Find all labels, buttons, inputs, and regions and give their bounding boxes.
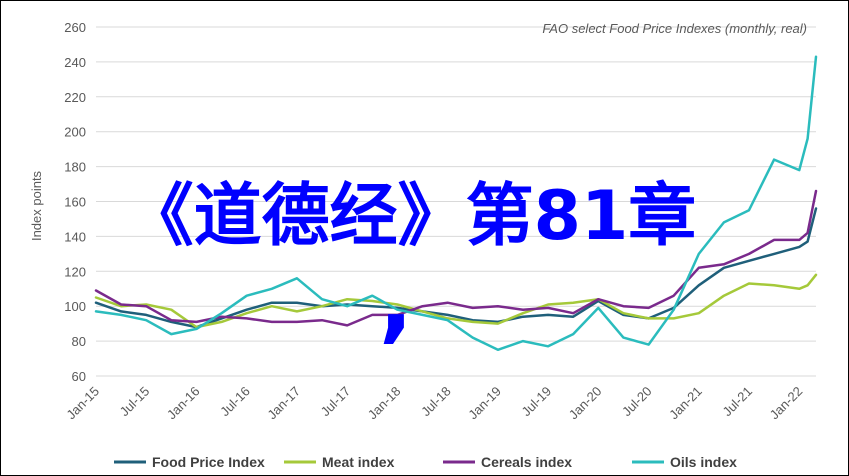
x-axis-ticks: Jan-15 Jul-15 Jan-16 Jul-16 Jan-17 Jul-17 Jan-… bbox=[63, 384, 805, 423]
series-line-oils-index bbox=[94, 55, 818, 352]
overlay-comma: , bbox=[379, 248, 413, 353]
y-tick-label: 100 bbox=[64, 299, 86, 314]
y-tick-label: 60 bbox=[72, 369, 86, 384]
y-tick-label: 140 bbox=[64, 229, 86, 244]
x-tick-label: Jan-16 bbox=[164, 384, 203, 423]
x-tick-label: Jan-18 bbox=[365, 384, 404, 423]
y-tick-label: 160 bbox=[64, 195, 86, 210]
x-tick-label: Jul-20 bbox=[619, 384, 655, 420]
legend-label-meat-index: Meat index bbox=[322, 454, 395, 470]
legend: Food Price Index Meat index Cereals index O… bbox=[114, 454, 737, 470]
series-line-food-price-index bbox=[94, 207, 818, 329]
y-tick-label: 240 bbox=[64, 55, 86, 70]
y-tick-label: 180 bbox=[64, 160, 86, 175]
x-tick-label: Jan-20 bbox=[566, 384, 605, 423]
series-lines bbox=[94, 55, 818, 352]
x-tick-label: Jul-15 bbox=[117, 384, 153, 420]
series-line-cereals-index bbox=[94, 189, 818, 327]
series-line-meat-index bbox=[94, 273, 818, 329]
y-tick-label: 220 bbox=[64, 90, 86, 105]
gridlines bbox=[96, 26, 816, 377]
x-tick-label: Jan-19 bbox=[465, 384, 504, 423]
y-tick-label: 80 bbox=[72, 334, 86, 349]
chart-title: FAO select Food Price Indexes (monthly, … bbox=[542, 21, 807, 36]
y-tick-label: 200 bbox=[64, 125, 86, 140]
legend-label-oils-index: Oils index bbox=[670, 454, 737, 470]
x-tick-label: Jan-15 bbox=[63, 384, 102, 423]
x-tick-label: Jan-17 bbox=[264, 384, 303, 423]
legend-label-cereals-index: Cereals index bbox=[481, 454, 572, 470]
x-tick-label: Jul-21 bbox=[719, 384, 755, 420]
overlay-title-text: 《道德经》第81章 bbox=[126, 177, 697, 256]
y-tick-label: 260 bbox=[64, 20, 86, 35]
x-tick-label: Jul-17 bbox=[318, 384, 354, 420]
x-tick-label: Jul-18 bbox=[418, 384, 454, 420]
legend-label-food-price-index: Food Price Index bbox=[152, 454, 265, 470]
y-axis-ticks: 60 80 100 120 140 160 180 200 220 240 260 bbox=[64, 20, 86, 384]
y-axis-title: Index points bbox=[29, 170, 44, 241]
x-tick-label: Jan-21 bbox=[666, 384, 705, 423]
x-tick-label: Jul-19 bbox=[519, 384, 555, 420]
x-tick-label: Jan-22 bbox=[767, 384, 806, 423]
x-tick-label: Jul-16 bbox=[217, 384, 253, 420]
y-tick-label: 120 bbox=[64, 264, 86, 279]
